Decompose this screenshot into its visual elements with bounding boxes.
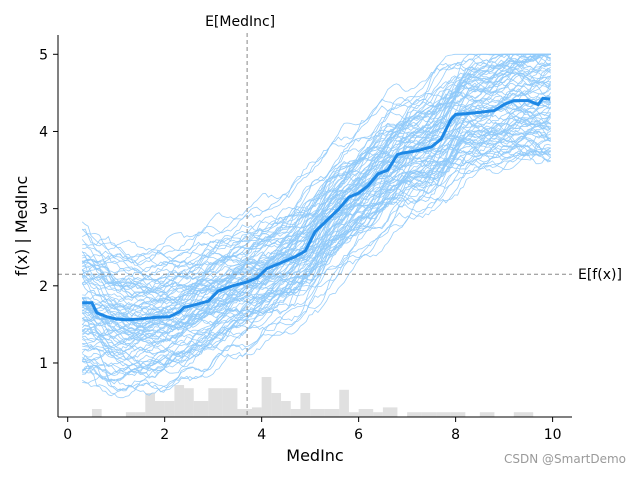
ice-line <box>81 142 551 376</box>
histogram-bar <box>145 393 155 417</box>
histogram-bar <box>125 412 136 417</box>
x-tick-label: 0 <box>63 427 72 443</box>
ice-line <box>82 130 551 367</box>
y-tick-label: 3 <box>39 202 48 218</box>
histogram-bar <box>271 393 282 417</box>
ice-line <box>81 53 551 302</box>
y-tick-label: 1 <box>39 356 48 372</box>
ice-line <box>81 68 551 309</box>
ice-line <box>81 100 551 317</box>
ice-line <box>82 56 551 348</box>
ice-line <box>81 53 551 251</box>
ice-line <box>81 112 552 327</box>
histogram-bar <box>281 401 291 417</box>
ice-line <box>81 122 551 344</box>
histogram-bar <box>251 407 262 417</box>
ice-line <box>82 53 551 264</box>
watermark: CSDN @SmartDemo <box>504 452 626 466</box>
x-tick-label: 8 <box>451 427 460 443</box>
histogram-bar <box>436 412 451 417</box>
mean-curve <box>82 96 551 322</box>
histogram-bar <box>237 409 252 417</box>
histogram-bar <box>358 409 374 417</box>
ice-line <box>82 68 551 274</box>
ice-line <box>81 129 551 271</box>
x-tick-label: 2 <box>160 427 169 443</box>
histogram-bar <box>373 412 383 417</box>
histogram-bar <box>222 388 238 417</box>
histogram-bar <box>513 412 534 417</box>
histogram-bar <box>479 412 495 417</box>
ice-line <box>82 53 551 320</box>
histogram-bar <box>290 409 301 417</box>
histogram-bar <box>407 412 422 417</box>
histogram-bar <box>421 412 437 417</box>
ice-line <box>81 110 551 294</box>
mean-curve-layer <box>82 96 551 322</box>
ice-line <box>81 72 551 288</box>
histogram-bar <box>261 377 272 417</box>
ice-lines <box>81 53 552 399</box>
histogram-bar <box>348 412 359 417</box>
histogram-bar <box>135 412 146 417</box>
histogram-bar <box>164 401 175 417</box>
mean-medinc-label: E[MedInc] <box>205 14 275 30</box>
ice-line <box>81 75 552 375</box>
ice-line <box>82 53 551 266</box>
ice-line <box>82 111 552 367</box>
mean-prediction-label: E[f(x)] <box>578 267 622 283</box>
ice-line <box>81 66 551 346</box>
histogram <box>91 377 534 417</box>
x-tick-label: 10 <box>544 427 562 443</box>
ice-line <box>81 80 551 373</box>
reference-lines <box>58 33 572 417</box>
ice-line <box>82 62 551 340</box>
ice-line <box>81 144 551 382</box>
histogram-bar <box>339 389 349 417</box>
histogram-bar <box>450 412 466 417</box>
histogram-bar <box>208 388 223 417</box>
histogram-bar <box>300 393 311 417</box>
histogram-bar <box>310 409 325 417</box>
ice-line <box>81 53 551 289</box>
ice-line <box>82 152 551 397</box>
histogram-bar <box>382 407 398 417</box>
y-tick-label: 2 <box>39 279 48 295</box>
ice-line <box>82 134 551 399</box>
ice-line <box>82 74 552 325</box>
histogram-bar <box>193 401 209 417</box>
ice-line <box>82 75 552 338</box>
ice-line <box>81 115 551 329</box>
x-tick-label: 4 <box>257 427 266 443</box>
histogram-bar <box>174 385 185 417</box>
ice-line <box>82 149 551 370</box>
x-axis-title: MedInc <box>286 446 343 465</box>
ice-line <box>82 148 551 391</box>
histogram-bar <box>91 409 102 417</box>
ice-line <box>81 150 551 340</box>
x-tick-label: 6 <box>354 427 363 443</box>
ice-line <box>82 149 551 393</box>
y-tick-label: 5 <box>39 47 48 63</box>
histogram-bar <box>324 409 340 417</box>
ice-line <box>81 119 551 334</box>
ice-line <box>82 112 551 376</box>
ice-line <box>81 83 551 329</box>
y-axis-title: f(x) | MedInc <box>12 176 31 277</box>
histogram-bar <box>184 388 194 417</box>
y-tick-label: 4 <box>39 124 48 140</box>
histogram-bar <box>154 401 165 417</box>
